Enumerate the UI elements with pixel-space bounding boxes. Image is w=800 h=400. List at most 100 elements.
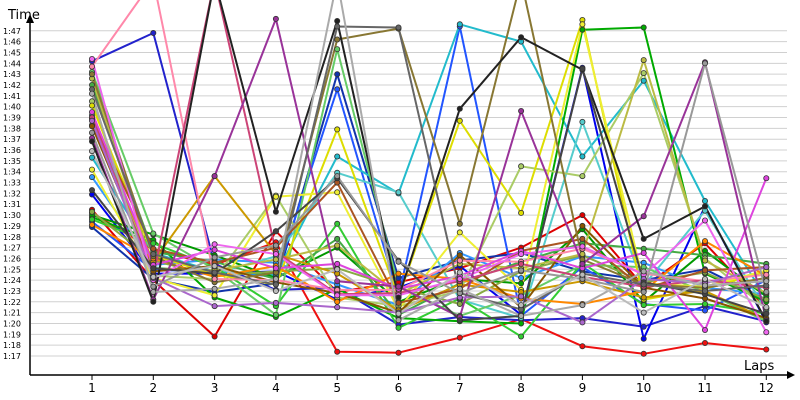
series-line-20 xyxy=(91,124,767,321)
data-point xyxy=(150,298,157,305)
data-point xyxy=(150,251,157,258)
data-point xyxy=(640,294,647,301)
x-tick-label: 6 xyxy=(395,381,403,395)
y-tick-label: 1:29 xyxy=(3,222,21,231)
data-point xyxy=(395,283,402,290)
data-point xyxy=(395,299,402,306)
data-point xyxy=(702,326,709,333)
data-point xyxy=(518,108,525,115)
data-point xyxy=(211,275,218,282)
data-point xyxy=(150,283,157,290)
x-tick-label: 5 xyxy=(333,381,341,395)
y-tick-label: 1:44 xyxy=(3,59,21,68)
data-point xyxy=(89,154,96,161)
data-point xyxy=(334,278,341,285)
data-point xyxy=(456,229,463,236)
data-point xyxy=(272,287,279,294)
data-point xyxy=(89,148,96,155)
series-line-32 xyxy=(91,67,767,322)
y-tick-label: 1:17 xyxy=(3,352,21,361)
data-point xyxy=(272,251,279,258)
data-point xyxy=(763,318,770,325)
x-tick-label: 9 xyxy=(579,381,587,395)
data-point xyxy=(211,246,218,253)
y-tick-label: 1:34 xyxy=(3,168,21,177)
data-point xyxy=(89,109,96,116)
data-point xyxy=(334,153,341,160)
data-point xyxy=(456,285,463,292)
series-line-34 xyxy=(91,62,768,295)
data-point xyxy=(272,15,279,22)
data-point xyxy=(763,304,770,311)
x-tick-label: 12 xyxy=(759,381,774,395)
y-tick-label: 1:45 xyxy=(3,48,21,57)
data-point xyxy=(763,346,770,353)
data-point xyxy=(518,251,525,258)
data-point xyxy=(456,275,463,282)
series-line-28 xyxy=(91,58,768,333)
y-tick-label: 1:32 xyxy=(3,189,21,198)
data-point xyxy=(702,217,709,224)
data-point xyxy=(763,329,770,336)
data-point xyxy=(334,189,341,196)
y-tick-label: 1:35 xyxy=(3,157,21,166)
data-point xyxy=(640,309,647,316)
data-point xyxy=(579,251,586,258)
data-point xyxy=(640,335,647,342)
data-point xyxy=(334,235,341,242)
data-point xyxy=(518,333,525,340)
data-point xyxy=(518,34,525,41)
data-point xyxy=(640,268,647,275)
y-tick-label: 1:26 xyxy=(3,254,21,263)
data-point xyxy=(211,303,218,310)
data-point xyxy=(702,267,709,274)
y-tick-label: 1:40 xyxy=(3,103,21,112)
data-point xyxy=(702,275,709,282)
y-tick-label: 1:38 xyxy=(3,124,21,133)
data-point xyxy=(640,57,647,64)
data-point xyxy=(272,265,279,272)
data-point xyxy=(272,242,279,249)
data-point xyxy=(334,260,341,267)
data-point xyxy=(334,220,341,227)
data-point xyxy=(456,117,463,124)
y-tick-label: 1:37 xyxy=(3,135,21,144)
data-point xyxy=(763,175,770,182)
x-axis-title: Laps xyxy=(744,359,774,374)
data-point xyxy=(456,334,463,341)
data-point xyxy=(211,241,218,248)
data-point xyxy=(640,24,647,31)
y-axis-arrow xyxy=(26,14,34,23)
series-line-17 xyxy=(91,19,767,301)
data-point xyxy=(272,208,279,215)
data-point xyxy=(640,288,647,295)
data-point xyxy=(763,264,770,271)
data-point xyxy=(702,203,709,210)
data-point xyxy=(395,189,402,196)
series-line-25 xyxy=(91,0,767,291)
y-tick-label: 1:46 xyxy=(3,38,21,47)
data-point xyxy=(334,266,341,273)
data-point xyxy=(518,280,525,287)
data-point xyxy=(211,262,218,269)
y-tick-label: 1:28 xyxy=(3,233,21,242)
y-tick-label: 1:33 xyxy=(3,179,21,188)
data-point xyxy=(89,216,96,223)
x-axis-arrow xyxy=(787,371,795,379)
data-point xyxy=(395,24,402,31)
data-point xyxy=(702,300,709,307)
y-tick-label: 1:36 xyxy=(3,146,21,155)
y-tick-label: 1:27 xyxy=(3,244,21,253)
y-tick-label: 1:20 xyxy=(3,319,21,328)
data-point xyxy=(579,173,586,180)
y-tick-label: 1:42 xyxy=(3,81,21,90)
data-point xyxy=(456,21,463,28)
data-point xyxy=(89,221,96,228)
data-point xyxy=(763,278,770,285)
data-point xyxy=(702,282,709,289)
data-point xyxy=(702,197,709,204)
series-line-29 xyxy=(91,17,768,321)
data-point xyxy=(763,296,770,303)
data-point xyxy=(272,299,279,306)
